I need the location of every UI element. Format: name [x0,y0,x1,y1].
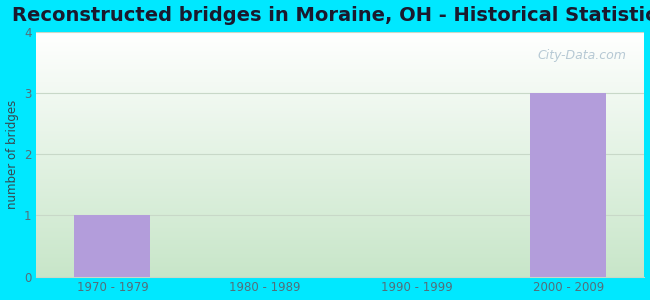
Text: City-Data.com: City-Data.com [538,49,626,62]
Y-axis label: number of bridges: number of bridges [6,100,19,209]
Title: Reconstructed bridges in Moraine, OH - Historical Statistics: Reconstructed bridges in Moraine, OH - H… [12,6,650,25]
Bar [530,93,606,277]
Bar [75,215,150,277]
